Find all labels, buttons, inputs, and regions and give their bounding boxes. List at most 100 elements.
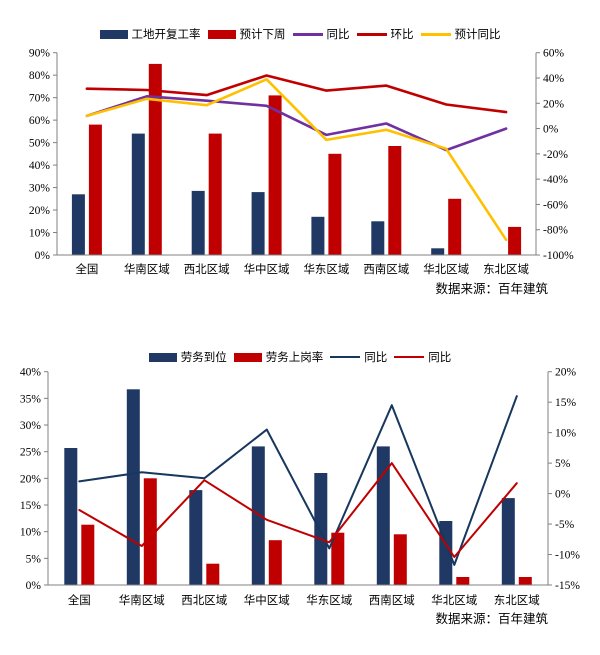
chart2-legend: 劳务到位 劳务上岗率 同比 同比 [0,349,600,365]
right-axis-tick-label: 40% [543,73,565,85]
left-axis-tick-label: 40% [20,367,42,379]
legend-label: 劳务到位 [180,352,227,364]
legend-label: 同比 [428,352,452,364]
bar-预计下周-华东区域 [328,153,342,255]
legend-label: 预计同比 [454,29,501,41]
left-axis-tick-label: 20% [29,205,51,217]
bar-swatch-icon [233,352,262,362]
x-axis-label: 华北区域 [431,593,477,607]
x-axis-label: 华东区域 [303,262,349,276]
bar-劳务上岗率-全国 [81,524,95,585]
left-axis-tick-label: 0% [35,250,51,262]
legend-item: 同比 [394,349,451,365]
left-axis-tick-label: 5% [26,553,42,565]
right-axis-tick-label: -15% [555,580,580,592]
bar-劳务上岗率-华中区域 [268,540,282,585]
bar-劳务上岗率-东北区域 [518,577,532,585]
right-axis-tick-label: -100% [543,250,574,262]
legend-label: 工地开复工率 [131,29,201,41]
bar-劳务到位-华南区域 [126,389,140,585]
legend-item: 同比 [330,349,387,365]
right-axis-tick-label: 5% [555,458,571,470]
x-axis-label: 西南区域 [369,593,415,607]
x-axis-label: 西南区域 [363,262,409,276]
bar-劳务上岗率-华东区域 [331,532,345,585]
source-text: 数据来源：百年建筑 [435,281,548,296]
source-text: 数据来源：百年建筑 [435,611,548,626]
bar-工地开复工率-西南区域 [371,221,385,255]
bar-劳务到位-东北区域 [501,498,515,585]
left-axis-tick-label: 90% [29,48,51,60]
x-axis-label: 东北区域 [494,594,540,607]
legend-label: 同比 [326,29,350,41]
bar-预计下周-全国 [88,124,102,255]
bar-预计下周-西南区域 [388,146,402,255]
right-axis-tick-label: 60% [543,48,565,60]
bar-预计下周-华南区域 [148,63,162,256]
legend-item: 预计下周 [207,26,286,42]
bar-工地开复工率-华东区域 [311,216,325,255]
legend-label: 预计下周 [239,29,286,41]
legend-item: 环比 [356,26,414,42]
right-axis-tick-label: 10% [555,428,577,440]
left-axis-tick-label: 40% [29,160,51,172]
x-axis-label: 西北区域 [181,594,227,607]
bar-swatch-icon [207,29,236,39]
left-axis-tick-label: 15% [20,500,42,512]
line-预计同比-2 [85,77,508,242]
x-axis-label: 华中区域 [244,262,290,276]
x-axis-label: 华中区域 [244,593,290,607]
left-axis-tick-label: 0% [26,580,42,592]
right-axis-tick-label: -5% [555,519,575,531]
left-axis-tick-label: 10% [29,228,51,240]
right-axis-tick-label: -80% [543,225,568,237]
right-axis-tick-label: -10% [555,550,580,562]
right-axis-tick-label: 15% [555,397,577,409]
legend-item: 劳务到位 [148,349,227,365]
x-axis-label: 华南区域 [124,262,170,276]
legend-label: 环比 [390,29,414,41]
legend-label: 同比 [364,352,388,364]
bar-工地开复工率-华北区域 [431,248,445,255]
x-axis-label: 西北区域 [184,263,230,276]
legend-label: 劳务上岗率 [265,352,324,364]
line-swatch-icon [356,32,387,36]
left-axis-tick-label: 35% [20,393,42,405]
bar-劳务上岗率-华北区域 [456,577,470,585]
bar-劳务上岗率-西南区域 [393,534,407,585]
bar-swatch-icon [99,29,128,39]
x-axis-label: 东北区域 [483,263,529,276]
bar-劳务上岗率-西北区域 [206,563,220,585]
bar-工地开复工率-全国 [71,194,85,255]
right-axis-tick-label: 0% [555,489,571,501]
left-axis-tick-label: 20% [20,473,42,485]
line-同比-0 [78,395,518,566]
bar-工地开复工率-西北区域 [191,190,205,255]
left-axis-tick-label: 30% [20,420,42,432]
x-axis-label: 华东区域 [306,593,352,607]
bar-劳务上岗率-华南区域 [143,478,157,585]
x-axis-label: 华南区域 [119,593,165,607]
left-axis-tick-label: 80% [29,70,51,82]
bar-swatch-icon [148,352,177,362]
left-axis-tick-label: 50% [29,138,51,150]
right-axis-tick-label: -20% [543,149,568,161]
bar-劳务到位-西北区域 [189,490,203,585]
bar-工地开复工率-华南区域 [131,133,145,255]
right-axis-tick-label: -40% [543,174,568,186]
right-axis-tick-label: 20% [555,367,577,379]
legend-item: 同比 [292,26,350,42]
left-axis-tick-label: 70% [29,93,51,105]
left-axis-tick-label: 25% [20,447,42,459]
x-axis-label: 全国 [75,262,98,276]
bar-预计下周-西北区域 [208,133,222,255]
x-axis-label: 华北区域 [423,262,469,276]
line-swatch-icon [394,356,425,358]
legend-item: 预计同比 [420,26,501,42]
left-axis-tick-label: 10% [20,527,42,539]
legend-item: 劳务上岗率 [233,349,324,365]
line-同比-1 [78,462,518,558]
right-axis-tick-label: 20% [543,98,565,110]
line-swatch-icon [292,32,323,36]
construction-resumption-chart: 0% 10% 20% 30% 40% 50% 60% 70% 80% 90% -100% -80% -6… [29,48,574,296]
